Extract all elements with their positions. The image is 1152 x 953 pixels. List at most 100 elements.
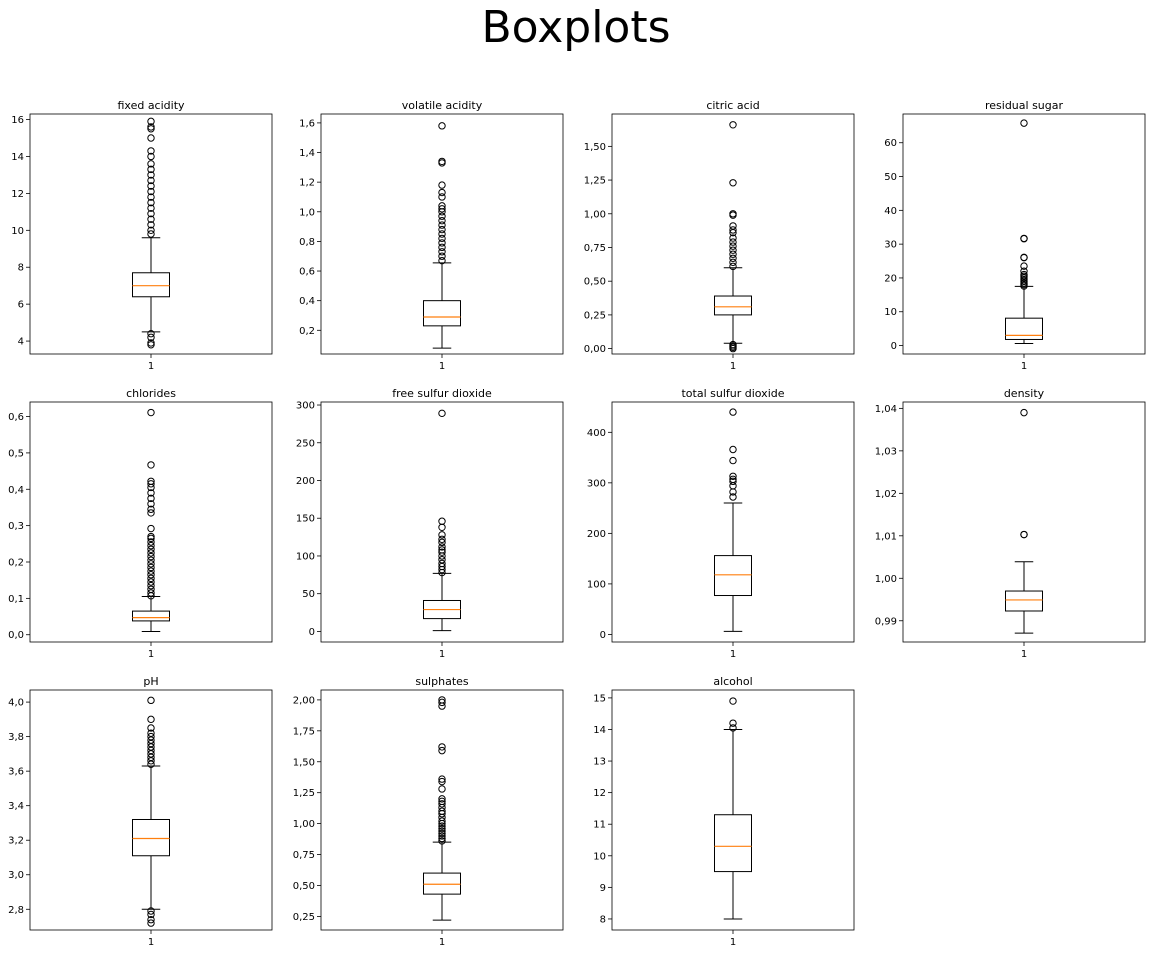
outlier-point bbox=[147, 574, 155, 583]
outlier-point bbox=[147, 538, 155, 546]
outlier-point bbox=[438, 546, 446, 554]
outlier-point bbox=[147, 489, 155, 497]
outlier-point bbox=[729, 724, 737, 732]
y-tick-label: 0 bbox=[309, 627, 315, 638]
y-tick-label: 250 bbox=[296, 438, 315, 449]
y-tick-label: 3,0 bbox=[8, 870, 24, 881]
axes-frame bbox=[611, 113, 855, 355]
subplot-title: free sulfur dioxide bbox=[392, 387, 492, 400]
outlier-point bbox=[147, 753, 155, 762]
x-tick-label: 1 bbox=[439, 937, 445, 948]
outlier-point bbox=[147, 589, 155, 597]
y-tick-label: 0,99 bbox=[875, 616, 897, 627]
axes-frame bbox=[29, 113, 273, 355]
y-tick-label: 1,02 bbox=[875, 489, 897, 500]
subplot-title: volatile acidity bbox=[402, 99, 483, 112]
outlier-point bbox=[438, 696, 446, 704]
y-tick-label: 0,0 bbox=[8, 630, 24, 641]
x-tick-label: 1 bbox=[1021, 649, 1027, 660]
y-tick-label: 200 bbox=[296, 476, 315, 487]
y-tick-label: 300 bbox=[587, 478, 606, 489]
outlier-point bbox=[438, 832, 446, 840]
y-tick-label: 150 bbox=[296, 514, 315, 525]
outlier-point bbox=[729, 475, 737, 484]
outlier-point bbox=[1020, 270, 1028, 279]
outlier-point bbox=[147, 176, 155, 185]
outlier-point bbox=[147, 907, 155, 915]
y-tick-label: 0,8 bbox=[299, 237, 315, 248]
outlier-point bbox=[147, 560, 155, 568]
y-tick-label: 10 bbox=[884, 307, 897, 318]
outlier-point bbox=[438, 230, 446, 238]
outlier-point bbox=[438, 252, 446, 260]
y-tick-label: 1,50 bbox=[584, 142, 606, 153]
y-tick-label: 0,6 bbox=[299, 267, 315, 278]
axes-frame bbox=[320, 401, 564, 643]
page-title: Boxplots bbox=[481, 2, 671, 53]
iqr-box bbox=[423, 872, 461, 895]
y-tick-label: 1,50 bbox=[293, 757, 315, 768]
y-tick-label: 1,00 bbox=[584, 209, 606, 220]
outlier-point bbox=[438, 746, 446, 755]
x-tick-label: 1 bbox=[1021, 361, 1027, 372]
iqr-box bbox=[423, 300, 461, 327]
outlier-point bbox=[438, 212, 446, 220]
y-tick-label: 3,4 bbox=[8, 801, 24, 812]
axes-frame bbox=[902, 401, 1146, 643]
outlier-point bbox=[438, 559, 446, 568]
subplot-title: residual sugar bbox=[985, 99, 1064, 112]
outlier-point bbox=[147, 408, 155, 417]
subplot-title: citric acid bbox=[706, 99, 759, 112]
outlier-point bbox=[729, 210, 737, 218]
outlier-point bbox=[147, 505, 155, 513]
iqr-box bbox=[1005, 590, 1043, 612]
axes-frame bbox=[320, 113, 564, 355]
boxplot-panel: residual sugar 0 10 20 30 40 50 60 1 bbox=[884, 99, 1146, 372]
outlier-point bbox=[147, 165, 155, 174]
y-tick-label: 0,5 bbox=[8, 448, 24, 459]
subplot-title: sulphates bbox=[415, 675, 469, 688]
x-tick-label: 1 bbox=[439, 361, 445, 372]
outlier-point bbox=[438, 548, 446, 556]
outlier-point bbox=[729, 258, 737, 267]
y-tick-label: 12 bbox=[593, 788, 606, 799]
outlier-point bbox=[438, 702, 446, 710]
outlier-point bbox=[147, 585, 155, 593]
y-tick-label: 100 bbox=[296, 551, 315, 562]
outlier-point bbox=[438, 531, 446, 539]
outlier-point bbox=[438, 517, 446, 525]
y-tick-label: 0,25 bbox=[584, 310, 606, 321]
y-tick-label: 15 bbox=[593, 693, 606, 704]
y-tick-label: 1,25 bbox=[293, 788, 315, 799]
y-tick-label: 1,6 bbox=[299, 118, 315, 129]
boxplot-panel: density 0,99 1,00 1,01 1,02 1,03 1,04 1 bbox=[875, 387, 1146, 660]
y-tick-label: 11 bbox=[593, 820, 606, 831]
outlier-point bbox=[729, 408, 737, 416]
outlier-point bbox=[729, 226, 737, 234]
y-tick-label: 2,00 bbox=[293, 695, 315, 706]
axes-frame bbox=[611, 689, 855, 931]
axes-frame bbox=[29, 689, 273, 931]
outlier-point bbox=[147, 739, 155, 748]
outlier-point bbox=[147, 743, 155, 751]
outlier-point bbox=[438, 785, 446, 793]
subplot-title: fixed acidity bbox=[117, 99, 185, 112]
outlier-point bbox=[729, 250, 737, 258]
outlier-point bbox=[147, 209, 155, 218]
iqr-box bbox=[714, 555, 752, 597]
outlier-point bbox=[438, 181, 446, 189]
boxplot-panel: alcohol 8 9 10 11 12 13 14 15 1 bbox=[593, 675, 855, 948]
iqr-box bbox=[132, 272, 170, 298]
y-tick-label: 40 bbox=[884, 206, 897, 217]
y-tick-label: 9 bbox=[600, 883, 606, 894]
outlier-point bbox=[147, 160, 155, 168]
outlier-point bbox=[438, 159, 446, 167]
y-tick-label: 1,01 bbox=[875, 531, 897, 542]
y-tick-label: 13 bbox=[593, 757, 606, 768]
outlier-point bbox=[147, 215, 155, 223]
y-tick-label: 50 bbox=[302, 589, 315, 600]
subplot-title: alcohol bbox=[713, 675, 752, 688]
outlier-point bbox=[438, 243, 446, 252]
outlier-point bbox=[438, 797, 446, 806]
